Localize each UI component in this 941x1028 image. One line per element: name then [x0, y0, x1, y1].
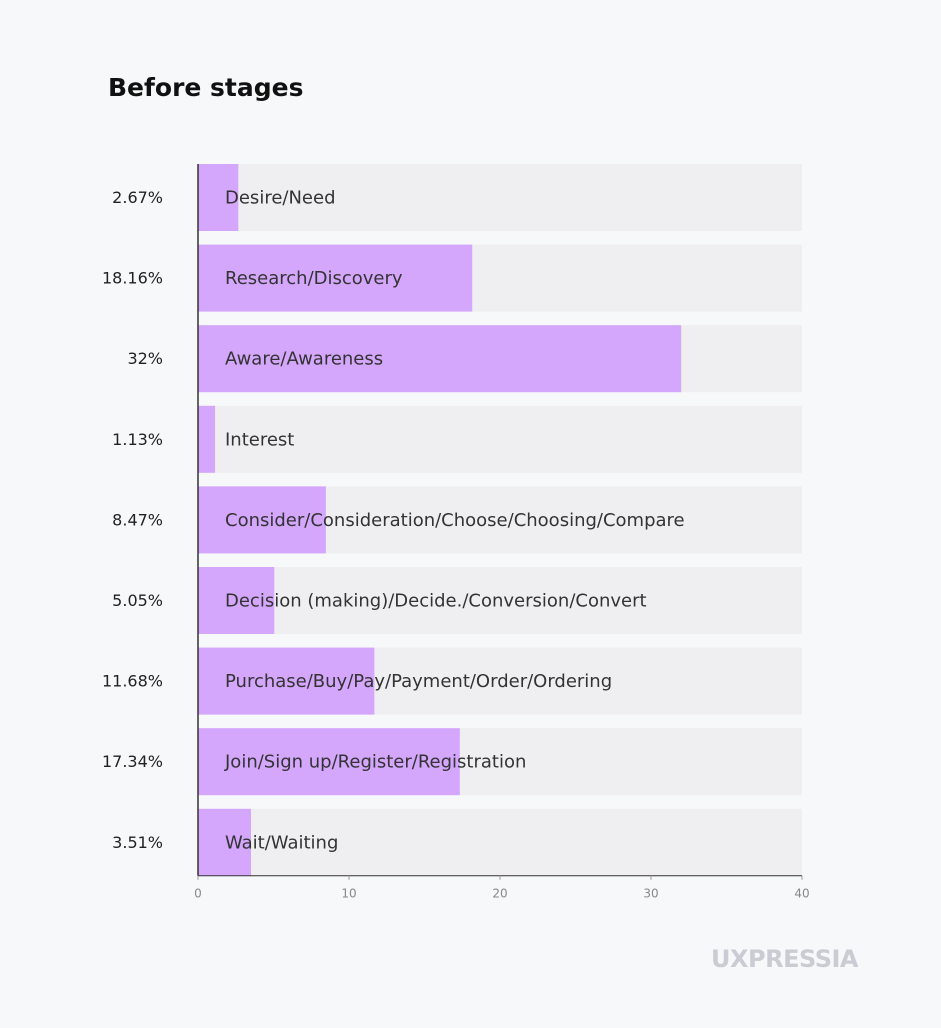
value-label: 3.51% — [112, 833, 163, 852]
bar-track — [198, 405, 802, 473]
category-label: Research/Discovery — [225, 268, 403, 289]
chart-title: Before stages — [108, 73, 303, 102]
category-label: Desire/Need — [225, 188, 336, 209]
bar — [198, 728, 460, 796]
x-tick-label: 0 — [194, 886, 202, 900]
bar — [198, 486, 326, 554]
x-tick-label: 20 — [492, 886, 507, 900]
bar-track — [198, 164, 802, 231]
value-label: 1.13% — [112, 430, 163, 449]
category-label: Aware/Awareness — [225, 349, 383, 370]
bar-track — [198, 567, 802, 634]
bar-track — [198, 808, 802, 876]
value-label: 32% — [127, 349, 163, 368]
x-tick-label: 10 — [341, 886, 356, 900]
category-label: Wait/Waiting — [225, 832, 338, 853]
x-tick-label: 30 — [643, 886, 658, 900]
value-label: 2.67% — [112, 188, 163, 207]
category-label: Join/Sign up/Register/Registration — [224, 752, 526, 773]
category-label: Consider/Consideration/Choose/Choosing/C… — [225, 510, 685, 531]
bar — [198, 567, 275, 634]
category-label: Purchase/Buy/Pay/Payment/Order/Ordering — [225, 671, 612, 692]
bar — [198, 405, 216, 473]
bar — [198, 244, 473, 312]
value-label: 11.68% — [102, 672, 163, 691]
bar — [198, 164, 239, 231]
category-label: Decision (making)/Decide./Conversion/Con… — [225, 591, 647, 612]
bar — [198, 808, 252, 876]
bar — [198, 325, 682, 393]
category-label: Interest — [225, 429, 294, 450]
value-label: 8.47% — [112, 510, 163, 529]
value-label: 5.05% — [112, 591, 163, 610]
bar — [198, 647, 375, 715]
value-label: 18.16% — [102, 269, 163, 288]
value-label: 17.34% — [102, 752, 163, 771]
x-tick-label: 40 — [794, 886, 809, 900]
watermark: UXPRESSIA — [711, 945, 859, 973]
